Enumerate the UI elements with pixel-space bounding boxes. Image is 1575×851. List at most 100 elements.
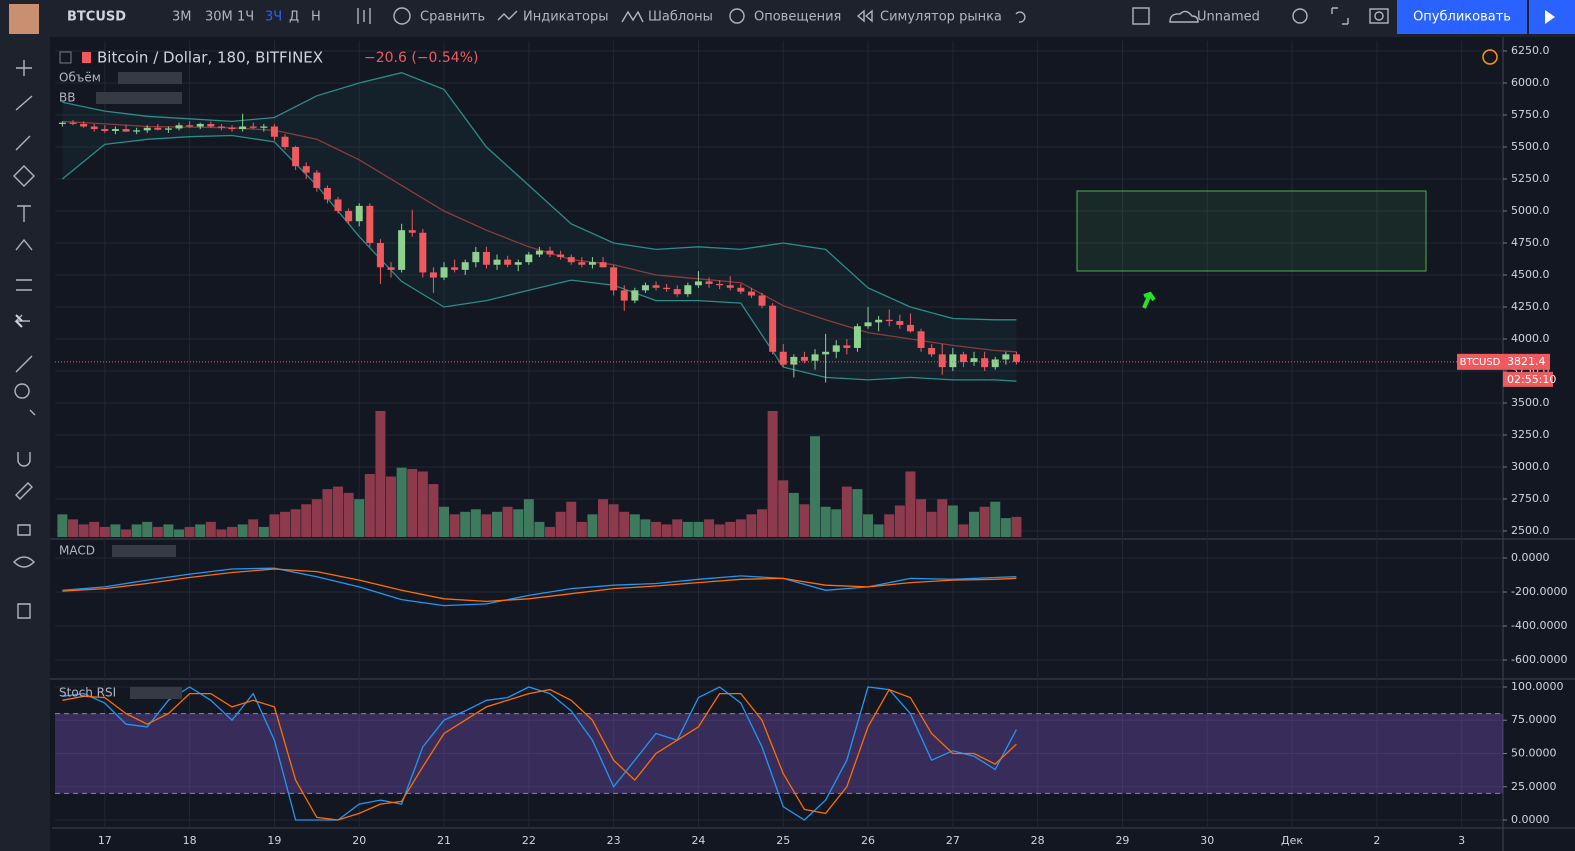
volume-bar bbox=[121, 529, 132, 537]
candle-body bbox=[122, 129, 130, 132]
volume-bar bbox=[407, 468, 418, 537]
volume-bar bbox=[969, 511, 980, 537]
x-tick-label: 19 bbox=[267, 834, 281, 847]
candle-body bbox=[504, 259, 512, 265]
y-tick-label: -600.0000 bbox=[1511, 653, 1567, 666]
indicator-line bbox=[62, 567, 1017, 607]
study-macd[interactable]: MACD bbox=[59, 544, 95, 558]
candle-body bbox=[620, 290, 628, 301]
collapse-button[interactable] bbox=[59, 51, 72, 64]
candle-body bbox=[811, 354, 819, 361]
volume-bar bbox=[735, 519, 746, 537]
volume-bar bbox=[1000, 518, 1011, 537]
candle-body bbox=[429, 272, 437, 278]
candle-body bbox=[599, 262, 607, 268]
y-tick-label: 100.0000 bbox=[1511, 680, 1564, 693]
candle-body bbox=[58, 122, 66, 124]
countdown: 02:55:10 bbox=[1507, 373, 1556, 386]
x-tick-label: 21 bbox=[437, 834, 451, 847]
volume-bar bbox=[820, 506, 831, 537]
volume-bar bbox=[1011, 516, 1022, 537]
study-buttons[interactable] bbox=[96, 72, 182, 699]
drawn-rectangle[interactable] bbox=[1076, 190, 1427, 272]
candle-body bbox=[652, 285, 660, 288]
candle-body bbox=[175, 125, 183, 129]
y-tick-label: 50.0000 bbox=[1511, 747, 1557, 760]
volume-bar bbox=[131, 524, 142, 537]
volume-bar bbox=[905, 471, 916, 537]
volume-bar bbox=[142, 521, 153, 537]
candle-body bbox=[705, 281, 713, 284]
warning-icon[interactable] bbox=[1482, 49, 1498, 65]
publish-button[interactable] bbox=[1397, 0, 1527, 34]
volume-bar bbox=[174, 529, 185, 537]
y-tick-label: 5000.0 bbox=[1511, 204, 1550, 217]
templates[interactable]: Шаблоны bbox=[648, 10, 713, 25]
interval[interactable]: 30М bbox=[205, 10, 233, 25]
volume-bar bbox=[248, 519, 259, 537]
candle-body bbox=[535, 250, 543, 255]
alerts[interactable]: Оповещения bbox=[754, 10, 841, 25]
back-arrow[interactable] bbox=[15, 314, 23, 328]
interval[interactable]: 1Ч bbox=[237, 10, 254, 25]
study-bb[interactable]: BB bbox=[59, 91, 75, 105]
candle-body bbox=[111, 129, 119, 131]
candle-body bbox=[493, 259, 501, 265]
y-tick-label: 6000.0 bbox=[1511, 76, 1550, 89]
volume-bar bbox=[693, 521, 704, 537]
candle-body bbox=[239, 126, 247, 130]
layout-name[interactable]: Unnamed bbox=[1197, 10, 1260, 25]
candle-body bbox=[133, 130, 141, 132]
compare[interactable]: Сравнить bbox=[420, 10, 485, 25]
candle-body bbox=[949, 354, 957, 368]
interval[interactable]: Н bbox=[311, 10, 321, 25]
candle-body bbox=[631, 290, 639, 301]
candle-body bbox=[610, 267, 618, 291]
candle-body bbox=[546, 250, 554, 255]
candle-body bbox=[143, 127, 151, 131]
candle-body bbox=[207, 123, 215, 127]
interval[interactable]: Д bbox=[289, 10, 299, 25]
volume-bar bbox=[78, 524, 89, 537]
candle-body bbox=[313, 172, 321, 188]
volume-bar bbox=[767, 411, 778, 537]
volume-bar bbox=[555, 511, 566, 537]
candle-body bbox=[345, 210, 353, 222]
volume-bar bbox=[863, 514, 874, 537]
volume-bar bbox=[640, 519, 651, 537]
study-stoch[interactable]: Stoch RSI bbox=[59, 686, 116, 700]
study-volume[interactable]: Объём bbox=[59, 71, 101, 85]
candle-body bbox=[991, 359, 999, 368]
volume-bar bbox=[682, 521, 693, 537]
series-change: −20.6 (−0.54%) bbox=[364, 50, 478, 66]
price-label-box bbox=[1457, 353, 1503, 370]
volume-bar bbox=[587, 514, 598, 537]
replay[interactable]: Симулятор рынка bbox=[880, 10, 1002, 25]
volume-bar bbox=[110, 524, 121, 537]
symbol[interactable]: BTCUSD bbox=[67, 10, 126, 25]
volume-bar bbox=[163, 524, 174, 537]
avatar[interactable] bbox=[9, 4, 39, 34]
drawn-arrow[interactable] bbox=[1142, 291, 1156, 309]
candle-body bbox=[853, 326, 861, 348]
y-tick-label: 2750.0 bbox=[1511, 492, 1550, 505]
interval[interactable]: 3Ч bbox=[265, 10, 282, 25]
candle-body bbox=[334, 199, 342, 211]
indicators[interactable]: Индикаторы bbox=[523, 10, 609, 25]
candle-body bbox=[694, 281, 702, 286]
candle-body bbox=[249, 126, 257, 128]
candle-body bbox=[906, 324, 914, 332]
bb-fill bbox=[62, 72, 1017, 382]
candle-body bbox=[228, 127, 236, 130]
candle-body bbox=[260, 126, 268, 128]
volume-bar bbox=[386, 476, 397, 537]
y-tick-label: -200.0000 bbox=[1511, 585, 1567, 598]
y-tick-label: 4250.0 bbox=[1511, 300, 1550, 313]
x-tick-label: 25 bbox=[776, 834, 790, 847]
volume-bar bbox=[417, 471, 428, 537]
interval[interactable]: 3М bbox=[172, 10, 192, 25]
x-tick-label: 23 bbox=[607, 834, 621, 847]
volume-bar bbox=[841, 486, 852, 537]
y-tick-label: 25.0000 bbox=[1511, 780, 1557, 793]
volume-bar bbox=[343, 492, 354, 537]
